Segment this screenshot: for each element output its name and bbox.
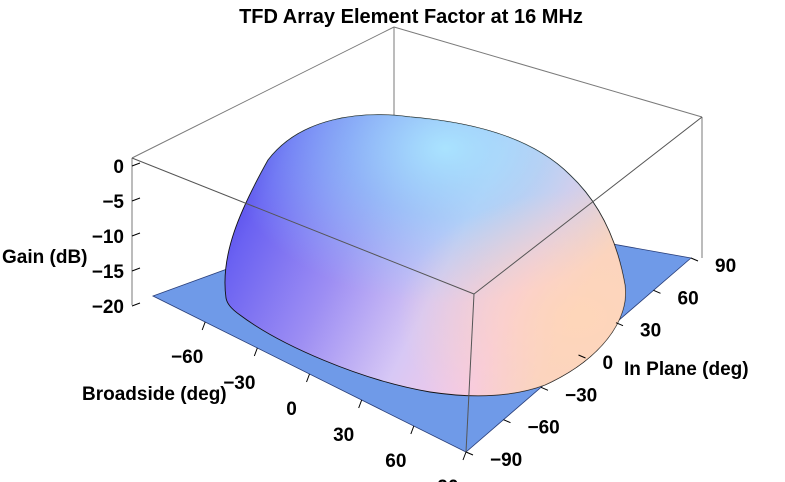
tick-mark: [410, 425, 415, 435]
tick-mark: [578, 354, 586, 359]
tick-mark: [131, 267, 141, 272]
y-axis-title: In Plane (deg): [624, 359, 749, 380]
tick-mark: [131, 162, 141, 167]
x-tick-label: −30: [223, 373, 255, 394]
chart-title: TFD Array Element Factor at 16 MHz: [239, 6, 583, 28]
z-tick-label: −15: [92, 262, 125, 283]
x-tick-label: −60: [171, 347, 203, 368]
z-tick-label: −20: [92, 297, 124, 318]
tick-mark: [465, 451, 474, 456]
tick-mark: [306, 373, 310, 383]
z-tick-label: −5: [102, 192, 124, 213]
y-tick-label: 0: [603, 353, 614, 374]
tick-mark: [540, 386, 549, 391]
tick-mark: [131, 302, 141, 307]
x-axis-title: Broadside (deg): [82, 384, 227, 405]
tick-mark: [358, 399, 363, 409]
x-tick-label: 60: [385, 451, 406, 472]
x-tick-label: 30: [333, 425, 354, 446]
tick-mark: [201, 321, 206, 331]
z-tick-label: 0: [113, 157, 124, 178]
tick-marks: [131, 162, 699, 461]
y-tick-label: −30: [565, 385, 597, 406]
y-tick-label: 30: [640, 321, 661, 342]
z-axis-ticks: 0 −5 −10 −15 −20: [92, 157, 125, 318]
tick-mark: [690, 257, 699, 262]
x-tick-label: 0: [286, 399, 297, 420]
tick-mark: [131, 197, 141, 202]
x-axis-ticks: −60 −30 0 30 60 90: [171, 347, 459, 482]
y-axis-ticks: −90 −60−30 0 30 60 90: [490, 256, 736, 471]
z-axis-title: Gain (dB): [2, 247, 88, 268]
tick-mark: [653, 289, 661, 294]
y-tick-label: −60: [528, 418, 560, 439]
y-tick-label: 60: [678, 288, 699, 309]
y-tick-label: −90: [490, 450, 522, 471]
bounding-box-front: [131, 116, 703, 453]
tick-mark: [503, 419, 511, 424]
tick-mark: [462, 451, 467, 461]
tick-mark: [131, 232, 141, 237]
y-tick-label: 90: [715, 256, 736, 277]
tick-mark: [615, 322, 624, 327]
tick-mark: [253, 347, 258, 357]
gain-surface: [224, 114, 626, 397]
x-tick-label: 90: [437, 477, 458, 482]
z-tick-label: −10: [92, 227, 124, 248]
